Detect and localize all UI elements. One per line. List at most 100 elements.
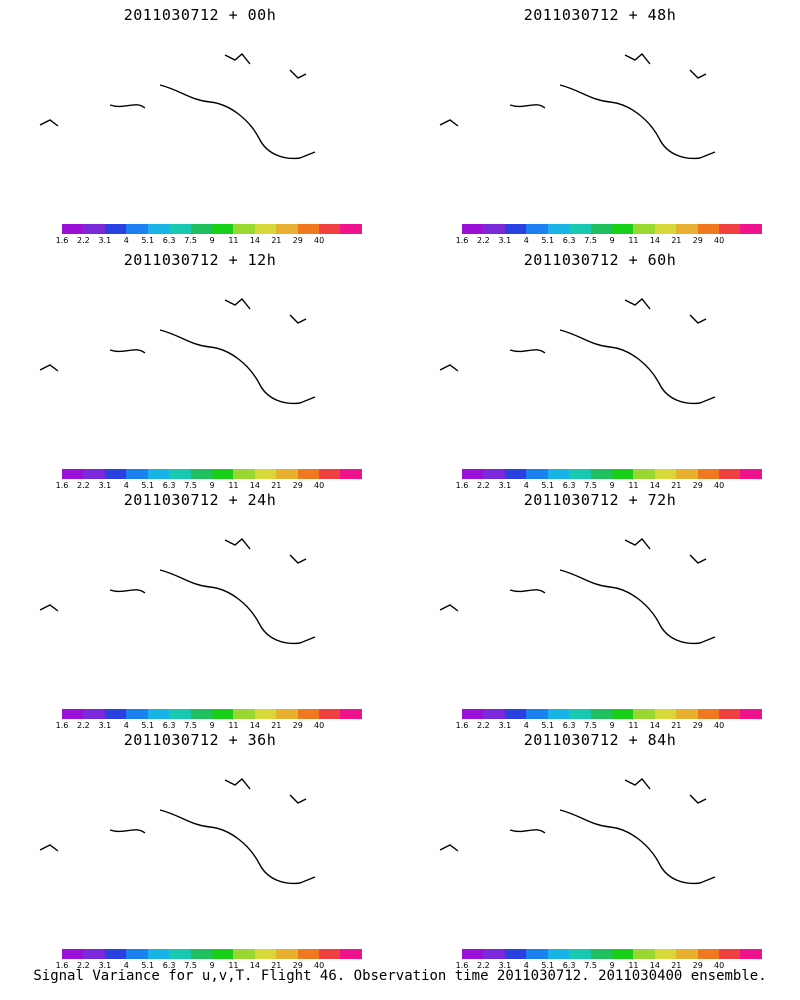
colorbar-tick-label: 2.2 <box>477 961 490 970</box>
polar-map <box>39 52 316 160</box>
colorbar-segment <box>276 469 298 479</box>
colorbar-segment <box>211 469 234 479</box>
colorbar-tick-label: 7.5 <box>184 961 197 970</box>
colorbar-segment <box>462 709 484 719</box>
colorbar-tick-label: 14 <box>649 721 660 730</box>
colorbar-segment <box>526 224 548 234</box>
colorbar-ticks: 1.6 2.2 3.1 4 5.1 6.3 7.5 9 11 14 21 29 40 <box>446 481 776 491</box>
colorbar-tick-label: 21 <box>671 236 682 245</box>
colorbar-segment <box>211 709 234 719</box>
colorbar-tick-label: 40 <box>714 961 725 970</box>
panel-title: 2011030712 + 24h <box>123 491 277 509</box>
colorbar-segment <box>654 224 677 234</box>
colorbar-tick-label: 40 <box>714 721 725 730</box>
coastline <box>39 52 316 160</box>
colorbar-tick-label: 6.3 <box>162 481 176 490</box>
colorbar-segment <box>697 224 720 234</box>
colorbar-tick-label: 11 <box>628 481 639 490</box>
colorbar-segment <box>104 709 127 719</box>
colorbar-tick-label: 11 <box>628 236 639 245</box>
colorbar-tick-label: 9 <box>609 236 615 245</box>
colorbar-tick-label: 2.2 <box>477 721 490 730</box>
colorbar-tick-label: 3.1 <box>498 236 512 245</box>
colorbar-segment <box>676 709 698 719</box>
colorbar-ticks: 1.6 2.2 3.1 4 5.1 6.3 7.5 9 11 14 21 29 40 <box>46 481 376 491</box>
polar-map <box>39 297 316 405</box>
colorbar-tick-label: 14 <box>249 236 260 245</box>
colorbar-tick-label: 3.1 <box>498 481 512 490</box>
panel-title: 2011030712 + 84h <box>523 731 677 749</box>
colorbar-tick-label: 29 <box>692 721 703 730</box>
colorbar-tick-label: 4 <box>523 721 529 730</box>
colorbar-tick-label: 21 <box>271 721 282 730</box>
colorbar-tick-label: 5.1 <box>541 961 555 970</box>
colorbar-segment <box>83 224 105 234</box>
panel-title: 2011030712 + 36h <box>123 731 277 749</box>
colorbar-segment <box>654 949 677 959</box>
colorbar-tick-label: 14 <box>649 481 660 490</box>
colorbar-segment <box>697 949 720 959</box>
colorbar-segment <box>254 224 277 234</box>
colorbar-segment <box>169 949 191 959</box>
figure-caption: Signal Variance for u,v,T. Flight 46. Ob… <box>33 968 767 984</box>
colorbar-tick-label: 21 <box>671 481 682 490</box>
colorbar-tick-label: 5.1 <box>141 721 155 730</box>
colorbar-tick-label: 2.2 <box>77 961 90 970</box>
colorbar-tick-label: 1.6 <box>55 721 69 730</box>
colorbar-tick-label: 29 <box>692 236 703 245</box>
colorbar-segment <box>276 224 298 234</box>
colorbar-segment <box>483 469 505 479</box>
colorbar-segment <box>319 224 341 234</box>
colorbar-segment <box>297 709 320 719</box>
colorbar-segment <box>104 949 127 959</box>
colorbar-segment <box>254 709 277 719</box>
colorbar-segment <box>62 469 84 479</box>
colorbar <box>62 949 362 959</box>
colorbar-tick-label: 29 <box>292 721 303 730</box>
colorbar-segment <box>569 709 591 719</box>
colorbar-tick-label: 7.5 <box>184 236 197 245</box>
colorbar-tick-label: 4 <box>123 236 129 245</box>
colorbar <box>462 469 762 479</box>
colorbar-segment <box>190 224 212 234</box>
coastline <box>439 297 716 405</box>
colorbar-tick-label: 9 <box>209 481 215 490</box>
colorbar-tick-label: 1.6 <box>455 961 469 970</box>
colorbar-tick-label: 11 <box>628 721 639 730</box>
coastline <box>39 537 316 645</box>
colorbar-segment <box>83 709 105 719</box>
colorbar-tick-label: 29 <box>692 961 703 970</box>
map-panel: 2011030712 + 84h 1.6 2.2 3.1 4 5.1 6.3 7.5 9 11 14… <box>400 725 800 970</box>
colorbar-segment <box>590 224 612 234</box>
colorbar-segment <box>190 949 212 959</box>
colorbar-ticks: 1.6 2.2 3.1 4 5.1 6.3 7.5 9 11 14 21 29 40 <box>446 961 776 971</box>
colorbar-segment <box>190 709 212 719</box>
colorbar-tick-label: 6.3 <box>162 961 176 970</box>
colorbar-segment <box>462 224 484 234</box>
colorbar-segment <box>104 469 127 479</box>
colorbar-segment <box>676 469 698 479</box>
colorbar-segment <box>526 469 548 479</box>
colorbar-tick-label: 5.1 <box>541 236 555 245</box>
colorbar-segment <box>504 224 527 234</box>
colorbar-tick-label: 6.3 <box>562 961 576 970</box>
colorbar-segment <box>126 949 148 959</box>
colorbar-segment <box>547 949 570 959</box>
colorbar <box>462 949 762 959</box>
colorbar-segment <box>319 709 341 719</box>
colorbar-tick-label: 3.1 <box>498 721 512 730</box>
colorbar-segment <box>697 469 720 479</box>
polar-map <box>39 777 316 885</box>
colorbar-tick-label: 21 <box>271 481 282 490</box>
panel-title: 2011030712 + 72h <box>523 491 677 509</box>
colorbar-segment <box>654 709 677 719</box>
colorbar-tick-label: 2.2 <box>477 236 490 245</box>
colorbar-segment <box>740 224 762 234</box>
colorbar-tick-label: 5.1 <box>541 481 555 490</box>
colorbar-segment <box>676 224 698 234</box>
polar-map <box>439 777 716 885</box>
colorbar-segment <box>740 469 762 479</box>
colorbar-segment <box>147 469 170 479</box>
colorbar-tick-label: 2.2 <box>77 236 90 245</box>
map-panel: 2011030712 + 60h 1.6 2.2 3.1 4 5.1 6.3 7.5 9 11 14… <box>400 245 800 490</box>
